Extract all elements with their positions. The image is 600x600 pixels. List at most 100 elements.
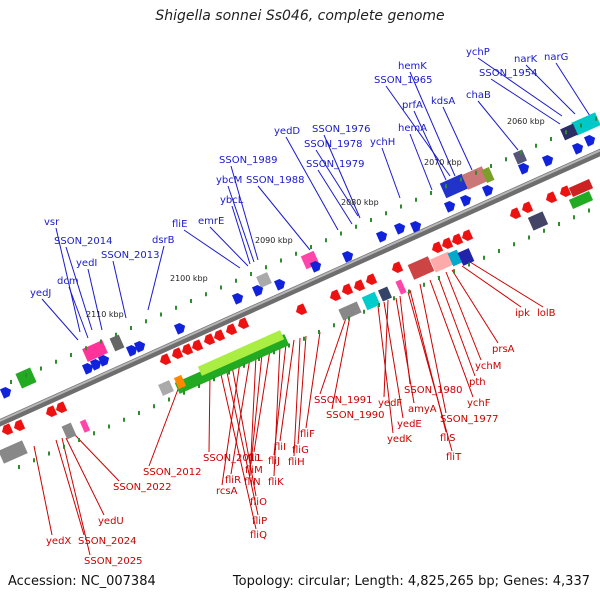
gene-label[interactable]: fliE xyxy=(172,219,187,230)
gene-label[interactable]: SSON_1965 xyxy=(374,75,433,86)
gene-label[interactable]: fliO xyxy=(250,497,267,508)
gene-label[interactable]: yedF xyxy=(378,398,402,409)
gene-label[interactable]: SSON_1979 xyxy=(306,159,365,170)
gene-label[interactable]: narK xyxy=(514,54,538,65)
track-tick xyxy=(370,218,372,222)
feature-block xyxy=(173,374,187,390)
forward-gene-arrow xyxy=(517,162,530,175)
forward-gene-arrow xyxy=(81,362,94,375)
reverse-leader-line xyxy=(437,275,476,377)
gene-label[interactable]: fliJ xyxy=(268,456,280,467)
gene-label[interactable]: lolB xyxy=(537,308,556,319)
gene-label[interactable]: narG xyxy=(544,52,568,63)
gene-label[interactable]: dcm xyxy=(57,276,79,287)
reverse-gene-arrow xyxy=(14,419,26,431)
gene-label[interactable]: fliS xyxy=(440,433,455,444)
track-tick xyxy=(393,296,395,301)
gene-label[interactable]: SSON_1990 xyxy=(326,410,385,421)
gene-label[interactable]: fliM xyxy=(245,465,263,476)
gene-label[interactable]: prfA xyxy=(402,100,423,111)
track-tick xyxy=(235,278,237,283)
feature-block xyxy=(461,166,489,190)
gene-label[interactable]: rcsA xyxy=(216,486,238,497)
gene-label[interactable]: ipk xyxy=(515,308,530,319)
gene-label[interactable]: SSON_2014 xyxy=(54,236,113,247)
gene-label[interactable]: SSON_1978 xyxy=(304,139,363,150)
reverse-leader-line xyxy=(445,271,482,361)
forward-gene-arrow xyxy=(341,250,354,263)
gene-label[interactable]: dsrB xyxy=(152,235,175,246)
gene-label[interactable]: ychP xyxy=(466,47,490,58)
forward-leader-line xyxy=(209,226,249,267)
gene-label[interactable]: yedD xyxy=(274,126,300,137)
gene-label[interactable]: fliP xyxy=(252,516,267,527)
gene-label[interactable]: ybcL xyxy=(220,195,244,206)
gene-label[interactable]: hemA xyxy=(398,123,427,134)
gene-label[interactable]: SSON_2022 xyxy=(113,482,172,493)
forward-gene-arrow xyxy=(0,386,12,399)
gene-label[interactable]: SSON_1980 xyxy=(404,385,463,396)
gene-label[interactable]: ychM xyxy=(475,361,501,372)
gene-label[interactable]: SSON_1989 xyxy=(219,155,278,166)
reverse-leader-line xyxy=(451,269,499,344)
accession-label: Accession: NC_007384 xyxy=(8,574,156,589)
gene-label[interactable]: SSON_2025 xyxy=(84,556,143,567)
gene-label[interactable]: SSON_2013 xyxy=(101,250,160,261)
gene-label[interactable]: SSON_2012 xyxy=(143,467,202,478)
gene-label[interactable]: vsr xyxy=(44,217,60,228)
gene-label[interactable]: SSON_1988 xyxy=(246,175,305,186)
gene-label[interactable]: SSON_1976 xyxy=(312,124,371,135)
gene-label[interactable]: amyA xyxy=(408,404,437,415)
gene-label[interactable]: SSON_2011 xyxy=(203,453,262,464)
gene-label[interactable]: fliL xyxy=(248,453,263,464)
gene-label[interactable]: yedJ xyxy=(30,288,51,299)
track-tick xyxy=(595,116,597,121)
gene-label[interactable]: fliK xyxy=(268,477,284,488)
gene-label[interactable]: kdsA xyxy=(431,96,455,107)
gene-label[interactable]: chaB xyxy=(466,90,491,101)
forward-leader-line xyxy=(317,169,353,225)
reverse-leader-line xyxy=(395,297,415,404)
gene-label[interactable]: yedU xyxy=(98,516,124,527)
tick-label: 2110 kbp xyxy=(86,310,124,319)
reverse-gene-arrow xyxy=(2,423,14,435)
gene-label[interactable]: SSON_1954 xyxy=(479,68,538,79)
gene-label[interactable]: fliI xyxy=(274,442,286,453)
gene-label[interactable]: pth xyxy=(469,377,486,388)
gene-label[interactable]: yedX xyxy=(46,536,71,547)
track-tick xyxy=(333,323,335,328)
feature-block xyxy=(79,419,91,433)
gene-label[interactable]: SSON_1991 xyxy=(314,395,373,406)
gene-label[interactable]: emrE xyxy=(198,216,224,227)
gene-label[interactable]: fliR xyxy=(225,475,241,486)
gene-label[interactable]: fliH xyxy=(288,457,305,468)
gene-label[interactable]: ybcM xyxy=(216,175,242,186)
forward-gene-arrow xyxy=(97,354,110,367)
gene-label[interactable]: SSON_1977 xyxy=(440,414,499,425)
track-tick xyxy=(130,326,132,330)
reverse-leader-line xyxy=(65,437,105,516)
reverse-leader-line xyxy=(55,439,85,536)
gene-label[interactable]: ychF xyxy=(467,398,491,409)
feature-block xyxy=(61,422,77,440)
gene-label[interactable]: fliQ xyxy=(250,530,267,541)
gene-label[interactable]: yedK xyxy=(387,434,412,445)
gene-label[interactable]: SSON_2024 xyxy=(78,536,137,547)
reverse-gene-arrow xyxy=(546,191,558,203)
gene-label[interactable]: fliF xyxy=(300,429,315,440)
track-tick xyxy=(318,330,320,334)
gene-label[interactable]: fliN xyxy=(244,477,261,488)
gene-label[interactable]: yedE xyxy=(397,419,422,430)
gene-label[interactable]: hemK xyxy=(398,61,427,72)
feature-block xyxy=(457,248,475,266)
track-tick xyxy=(18,465,20,469)
reverse-gene-arrow xyxy=(392,261,404,273)
gene-label[interactable]: prsA xyxy=(492,344,515,355)
gene-label[interactable]: fliT xyxy=(446,452,462,463)
gene-label[interactable]: yedI xyxy=(76,258,97,269)
reverse-leader-line xyxy=(249,355,257,477)
track-tick xyxy=(220,285,222,290)
forward-gene-arrow xyxy=(571,142,584,155)
gene-label[interactable]: fliG xyxy=(292,445,309,456)
gene-label[interactable]: ychH xyxy=(370,137,395,148)
